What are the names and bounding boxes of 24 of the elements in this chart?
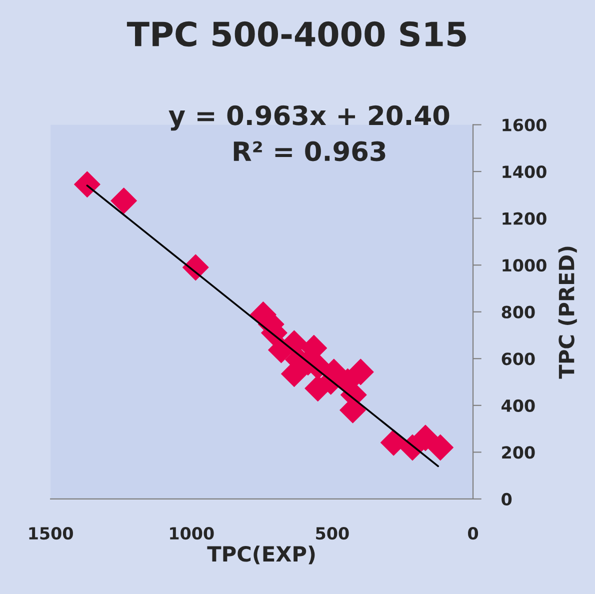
x-tick-label: 1000	[170, 527, 214, 540]
y-tick-label: 1200	[502, 212, 546, 225]
point	[427, 434, 454, 461]
annotation: R² = 0.963	[234, 141, 386, 162]
point	[74, 171, 100, 198]
y-tick-label: 800	[502, 306, 535, 318]
point	[380, 429, 407, 456]
chart-title: TPC 500-4000 S15	[126, 21, 466, 47]
y-tick-label: 400	[502, 399, 535, 412]
point	[182, 254, 209, 281]
y-tick-label: 1600	[502, 118, 546, 132]
point	[110, 188, 137, 214]
x-tick-label: 0	[468, 527, 478, 540]
y-axis-title: TPC (PRED)	[558, 246, 577, 379]
y-tick-label: 0	[502, 492, 512, 506]
y-tick-label: 600	[502, 352, 535, 366]
x-tick-label: 1500	[29, 527, 73, 540]
annotation: y = 0.963x + 20.40	[168, 105, 450, 131]
y-tick-label: 1000	[502, 259, 546, 272]
x-tick-label: 500	[316, 527, 349, 540]
x-axis-title: TPC(EXP)	[207, 546, 315, 564]
y-tick-label: 1400	[502, 165, 546, 178]
y-tick-label: 200	[502, 446, 535, 459]
point	[412, 424, 439, 452]
